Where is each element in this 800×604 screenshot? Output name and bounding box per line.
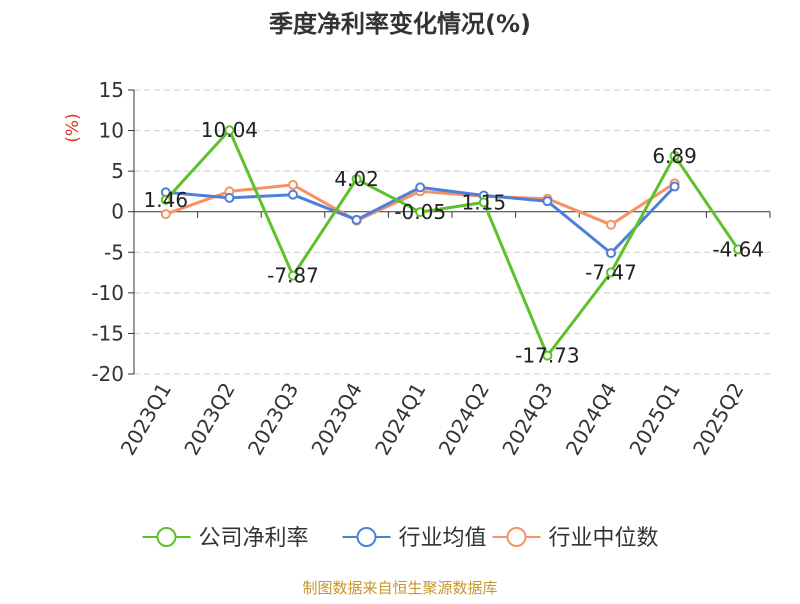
data-point [542,350,553,361]
data-point [160,209,171,220]
data-point [288,179,298,190]
data-point [669,181,680,192]
legend-item: 行业中位数 [492,526,659,551]
legend-item: 行业均值 [342,526,487,551]
series-line [164,128,740,358]
x-tick-label: 2025Q1 [624,379,684,460]
data-label-layer: 1.46 10.04 -7.87 4.02 -0.05 1.15 -17.73 -7.47 6.… [144,118,765,367]
x-tick-label: 2024Q1 [370,379,430,460]
data-point [733,244,744,255]
data-point [288,189,298,200]
chart-title: 季度净利率变化情况(%) [269,10,531,38]
data-point [415,207,426,218]
data-label: 1.15 [462,190,507,214]
data-point [478,197,489,208]
series-layer [160,125,744,361]
data-point [224,125,235,136]
data-point [606,219,616,230]
y-tick-label: 15 [99,78,124,102]
data-point [606,267,616,278]
grid-layer [134,89,770,375]
x-tick-label: 2024Q3 [497,379,557,460]
data-label: 4.02 [334,167,379,191]
x-tick-label: 2023Q2 [179,379,239,460]
data-label: -7.47 [585,260,637,284]
y-tick-label: 5 [111,159,124,183]
data-label: 1.46 [144,188,189,212]
legend-label: 行业均值 [399,526,487,551]
y-tick-label: -10 [91,281,124,305]
data-label: -4.64 [712,237,764,261]
x-tick-label: 2023Q3 [243,379,303,460]
y-tick-label: -15 [91,321,124,345]
data-point [415,182,426,193]
y-tick-label: -5 [104,240,124,264]
legend-label: 公司净利率 [199,526,309,551]
y-tick-label: 10 [99,119,124,143]
data-point [224,192,235,203]
legend-item: 公司净利率 [142,526,309,551]
data-point [288,270,298,281]
legend-label: 行业中位数 [549,526,659,551]
y-tick-label: 0 [111,200,124,224]
data-point [351,214,362,225]
data-point [669,150,680,161]
data-point [160,194,171,205]
legend-marker [506,527,527,547]
data-label: 10.04 [201,118,258,142]
data-point [606,248,616,259]
x-tick-label: 2025Q2 [688,379,748,460]
x-tick-label: 2024Q2 [434,379,494,460]
legend-marker [356,527,377,547]
y-tick-label: -20 [91,362,124,386]
data-label: -7.87 [267,264,319,288]
legend: 公司净利率 行业均值 行业中位数 [142,526,659,551]
x-tick-label: 2023Q4 [306,379,366,460]
data-label: -17.73 [515,344,579,368]
data-point [542,196,553,207]
y-axis-label: (%) [63,113,83,142]
data-label: -0.05 [394,200,446,224]
legend-marker [156,527,177,547]
data-point [351,174,362,185]
x-tick-label: 2024Q4 [561,379,621,460]
x-tick-label: 2023Q1 [116,379,176,460]
source-note: 制图数据来自恒生聚源数据库 [302,579,497,597]
data-label: 6.89 [652,144,697,168]
